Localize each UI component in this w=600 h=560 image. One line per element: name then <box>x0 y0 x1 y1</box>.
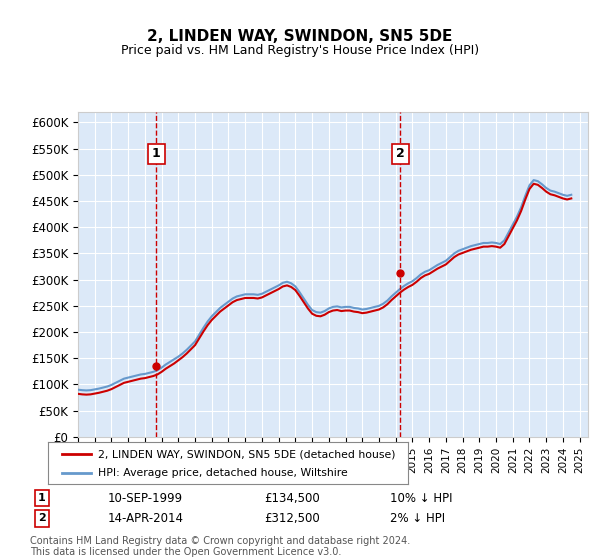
Text: 1: 1 <box>152 147 161 160</box>
Text: 2, LINDEN WAY, SWINDON, SN5 5DE (detached house): 2, LINDEN WAY, SWINDON, SN5 5DE (detache… <box>98 449 396 459</box>
Text: 10-SEP-1999: 10-SEP-1999 <box>108 492 183 505</box>
Text: 2, LINDEN WAY, SWINDON, SN5 5DE: 2, LINDEN WAY, SWINDON, SN5 5DE <box>148 29 452 44</box>
Text: 2% ↓ HPI: 2% ↓ HPI <box>390 512 445 525</box>
Text: 14-APR-2014: 14-APR-2014 <box>108 512 184 525</box>
Text: 2: 2 <box>396 147 405 160</box>
Text: 1: 1 <box>38 493 46 503</box>
Text: 2: 2 <box>38 514 46 524</box>
Text: £134,500: £134,500 <box>264 492 320 505</box>
Text: 10% ↓ HPI: 10% ↓ HPI <box>390 492 452 505</box>
Text: Contains HM Land Registry data © Crown copyright and database right 2024.
This d: Contains HM Land Registry data © Crown c… <box>30 535 410 557</box>
Text: HPI: Average price, detached house, Wiltshire: HPI: Average price, detached house, Wilt… <box>98 468 348 478</box>
Text: £312,500: £312,500 <box>264 512 320 525</box>
Text: Price paid vs. HM Land Registry's House Price Index (HPI): Price paid vs. HM Land Registry's House … <box>121 44 479 57</box>
